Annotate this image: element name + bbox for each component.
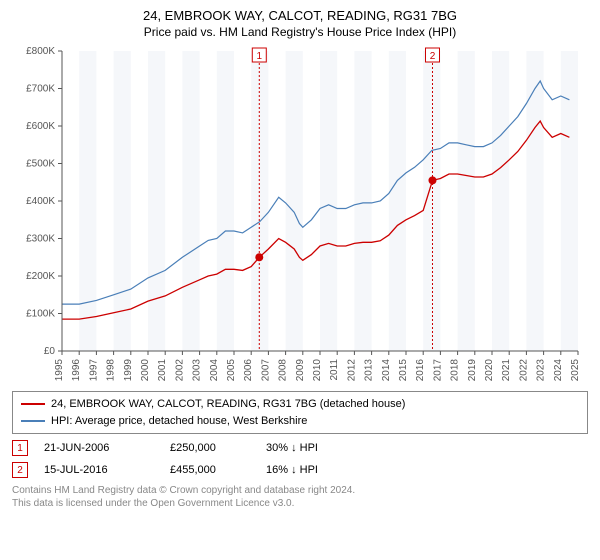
svg-text:2019: 2019 xyxy=(467,359,478,382)
svg-text:£600K: £600K xyxy=(26,121,55,132)
svg-text:2010: 2010 xyxy=(312,359,323,382)
sale-price: £455,000 xyxy=(170,464,250,476)
svg-text:2017: 2017 xyxy=(432,359,443,382)
chart-svg: £0 £100K £200K £300K £400K £500K £600K £700K £80… xyxy=(12,45,588,385)
svg-text:2006: 2006 xyxy=(243,359,254,382)
svg-text:2000: 2000 xyxy=(140,359,151,382)
license-text: Contains HM Land Registry data © Crown c… xyxy=(12,484,588,510)
legend-swatch xyxy=(21,420,45,422)
chart-area: £0 £100K £200K £300K £400K £500K £600K £700K £80… xyxy=(12,45,588,385)
legend-row: HPI: Average price, detached house, West… xyxy=(21,413,579,430)
sale-date: 15-JUL-2016 xyxy=(44,464,154,476)
svg-text:2013: 2013 xyxy=(364,359,375,382)
sale-row: 1 21-JUN-2006 £250,000 30% ↓ HPI xyxy=(12,440,588,456)
svg-text:2001: 2001 xyxy=(157,359,168,382)
legend-swatch xyxy=(21,403,45,405)
svg-text:2011: 2011 xyxy=(329,359,340,381)
svg-text:1998: 1998 xyxy=(106,359,117,382)
legend-label: 24, EMBROOK WAY, CALCOT, READING, RG31 7… xyxy=(51,396,405,413)
sale-diff: 30% ↓ HPI xyxy=(266,442,366,454)
svg-text:2024: 2024 xyxy=(553,359,564,382)
svg-text:2003: 2003 xyxy=(192,359,203,382)
chart-title: 24, EMBROOK WAY, CALCOT, READING, RG31 7… xyxy=(12,8,588,23)
legend: 24, EMBROOK WAY, CALCOT, READING, RG31 7… xyxy=(12,391,588,434)
legend-row: 24, EMBROOK WAY, CALCOT, READING, RG31 7… xyxy=(21,396,579,413)
svg-text:£800K: £800K xyxy=(26,46,55,57)
svg-text:2018: 2018 xyxy=(450,359,461,382)
svg-text:2009: 2009 xyxy=(295,359,306,382)
svg-text:2023: 2023 xyxy=(536,359,547,382)
svg-text:£500K: £500K xyxy=(26,159,55,170)
svg-text:2020: 2020 xyxy=(484,359,495,382)
license-line2: This data is licensed under the Open Gov… xyxy=(12,497,588,510)
svg-text:2016: 2016 xyxy=(415,359,426,382)
svg-text:2: 2 xyxy=(430,51,436,62)
svg-text:1996: 1996 xyxy=(71,359,82,382)
svg-text:2015: 2015 xyxy=(398,359,409,382)
svg-text:2014: 2014 xyxy=(381,359,392,382)
svg-text:2025: 2025 xyxy=(570,359,581,382)
svg-text:2021: 2021 xyxy=(501,359,512,382)
svg-text:1: 1 xyxy=(257,51,263,62)
svg-text:£700K: £700K xyxy=(26,84,55,95)
sale-price: £250,000 xyxy=(170,442,250,454)
sale-marker: 2 xyxy=(12,462,28,478)
svg-text:2004: 2004 xyxy=(209,359,220,382)
legend-label: HPI: Average price, detached house, West… xyxy=(51,413,307,430)
svg-text:£100K: £100K xyxy=(26,309,55,320)
license-line1: Contains HM Land Registry data © Crown c… xyxy=(12,484,588,497)
svg-text:£400K: £400K xyxy=(26,196,55,207)
sale-marker: 1 xyxy=(12,440,28,456)
svg-text:2012: 2012 xyxy=(346,359,357,382)
sales-list: 1 21-JUN-2006 £250,000 30% ↓ HPI 2 15-JUL-201… xyxy=(12,440,588,478)
sale-date: 21-JUN-2006 xyxy=(44,442,154,454)
svg-text:1995: 1995 xyxy=(54,359,65,382)
svg-text:£200K: £200K xyxy=(26,271,55,282)
svg-text:£300K: £300K xyxy=(26,234,55,245)
svg-text:£0: £0 xyxy=(44,346,56,357)
svg-text:2002: 2002 xyxy=(174,359,185,382)
svg-text:2022: 2022 xyxy=(518,359,529,382)
svg-text:1999: 1999 xyxy=(123,359,134,382)
sale-row: 2 15-JUL-2016 £455,000 16% ↓ HPI xyxy=(12,462,588,478)
svg-text:2005: 2005 xyxy=(226,359,237,382)
chart-subtitle: Price paid vs. HM Land Registry's House … xyxy=(12,25,588,39)
svg-text:2008: 2008 xyxy=(278,359,289,382)
sale-diff: 16% ↓ HPI xyxy=(266,464,366,476)
svg-text:2007: 2007 xyxy=(260,359,271,382)
svg-text:1997: 1997 xyxy=(88,359,99,382)
